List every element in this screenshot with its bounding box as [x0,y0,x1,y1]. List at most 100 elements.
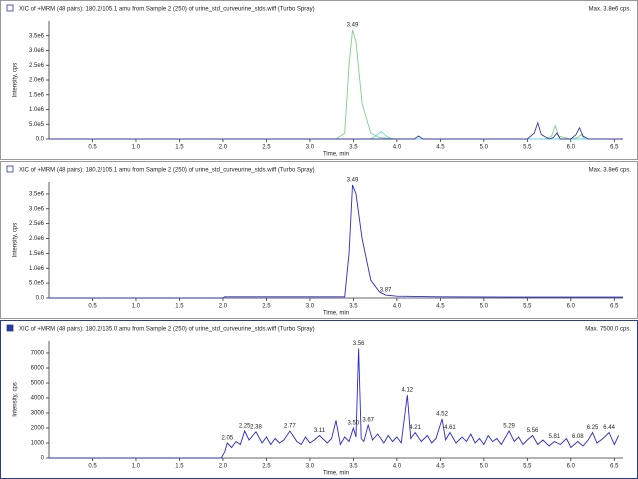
trace [49,29,623,140]
peak-label: 3.50 [348,421,360,427]
chart-panel[interactable]: XIC of +MRM (48 pairs): 180.2/135.0 amu … [0,320,638,479]
y-tick-label: 1.0e6 [29,107,45,113]
peak-label: 3.67 [362,418,374,424]
panel-title: XIC of +MRM (48 pairs): 180.2/105.1 amu … [19,168,315,174]
x-tick-label: 0.5 [88,304,97,310]
peak-label: 2.77 [284,424,296,430]
panel-title: XIC of +MRM (48 pairs): 180.2/135.0 amu … [19,327,315,333]
chart: XIC of +MRM (48 pairs): 180.2/135.0 amu … [6,324,631,477]
x-tick-label: 1.5 [175,304,184,310]
x-tick-label: 3.0 [306,464,315,470]
y-tick-label: 3.5e6 [29,33,45,39]
x-tick-label: 3.5 [349,464,358,470]
y-tick-label: 2000 [31,426,45,432]
x-tick-label: 2.0 [219,304,228,310]
trace [49,131,623,140]
x-tick-label: 6.5 [610,145,619,151]
x-tick-label: 1.5 [175,464,184,470]
y-tick-label: 1.5e6 [29,92,45,98]
x-tick-label: 4.0 [393,304,402,310]
y-tick-label: 5.0e5 [29,122,45,128]
peak-label: 4.52 [436,412,448,418]
panel-icon [6,4,14,12]
x-tick-label: 5.0 [480,464,489,470]
x-tick-label: 4.0 [393,145,402,151]
y-axis-label: Intensity, cps [13,63,19,98]
y-tick-label: 3.5e6 [29,191,45,197]
peak-label: 2.25 [239,424,251,430]
x-tick-label: 0.5 [88,145,97,151]
y-axis-label: Intensity, cps [13,223,19,258]
x-tick-label: 3.0 [306,304,315,310]
x-tick-label: 1.0 [132,145,141,151]
y-axis-label: Intensity, cps [13,382,19,417]
peak-label: 3.49 [347,22,359,28]
y-tick-label: 5000 [31,381,45,387]
x-tick-label: 6.0 [567,304,576,310]
peak-label: 6.25 [587,425,599,431]
y-tick-label: 5.0e5 [29,281,45,287]
peak-label: 4.61 [444,425,456,431]
y-tick-label: 1000 [31,441,45,447]
peak-label: 3.56 [353,341,365,347]
y-tick-label: 3000 [31,411,45,417]
y-tick-label: 0.0 [36,137,45,143]
x-tick-label: 2.0 [219,464,228,470]
peak-label: 3.87 [380,288,392,294]
y-tick-label: 3.0e6 [29,48,45,54]
peak-label: 5.81 [548,434,560,440]
x-tick-label: 2.5 [262,145,271,151]
y-tick-label: 0.0 [36,296,45,302]
trace [49,184,623,299]
y-tick-label: 4000 [31,396,45,402]
peak-label: 4.21 [409,425,421,431]
x-tick-label: 0.5 [88,464,97,470]
x-axis-label: Time, min [323,471,349,477]
y-tick-label: 3.0e6 [29,206,45,212]
y-tick-label: 1.0e6 [29,266,45,272]
x-axis-label: Time, min [323,152,349,158]
peak-label: 2.38 [250,424,262,430]
peak-label: 2.05 [221,436,233,442]
max-label: Max. 7500.0 cps. [585,327,631,333]
chart: XIC of +MRM (48 pairs): 180.2/105.1 amu … [6,165,632,317]
y-tick-label: 2.0e6 [29,78,45,84]
peak-label: 6.44 [603,425,615,431]
x-tick-label: 4.5 [436,304,445,310]
x-tick-label: 5.0 [480,304,489,310]
max-label: Max. 3.8e6 cps. [589,168,632,174]
x-tick-label: 1.0 [132,464,141,470]
x-tick-label: 6.5 [610,304,619,310]
y-tick-label: 7000 [31,351,45,357]
x-tick-label: 6.0 [567,464,576,470]
y-tick-label: 2.0e6 [29,236,45,242]
x-tick-label: 4.5 [436,464,445,470]
peak-label: 3.11 [314,428,326,434]
peak-label: 5.56 [527,428,539,434]
x-tick-label: 6.0 [567,145,576,151]
chart-panel[interactable]: XIC of +MRM (48 pairs): 180.2/105.1 amu … [0,0,638,160]
panel-title: XIC of +MRM (48 pairs): 180.2/105.1 amu … [19,7,315,13]
x-tick-label: 5.5 [523,464,532,470]
x-tick-label: 1.5 [175,145,184,151]
y-tick-label: 1.5e6 [29,251,45,257]
max-label: Max. 3.8e6 cps. [589,7,632,13]
peak-label: 5.29 [503,424,515,430]
x-tick-label: 3.5 [349,304,358,310]
y-tick-label: 0 [41,456,45,462]
x-tick-label: 5.5 [523,145,532,151]
trace [49,348,620,459]
x-tick-label: 2.5 [262,464,271,470]
x-tick-label: 3.0 [306,145,315,151]
chart-panel[interactable]: XIC of +MRM (48 pairs): 180.2/105.1 amu … [0,161,638,319]
x-tick-label: 6.5 [610,464,619,470]
x-tick-label: 4.5 [436,145,445,151]
x-tick-label: 4.0 [393,464,402,470]
x-tick-label: 1.0 [132,304,141,310]
panel-icon [6,324,14,332]
peak-label: 6.08 [572,434,584,440]
trace [49,121,623,140]
y-tick-label: 6000 [31,366,45,372]
peak-label: 4.12 [401,388,413,394]
